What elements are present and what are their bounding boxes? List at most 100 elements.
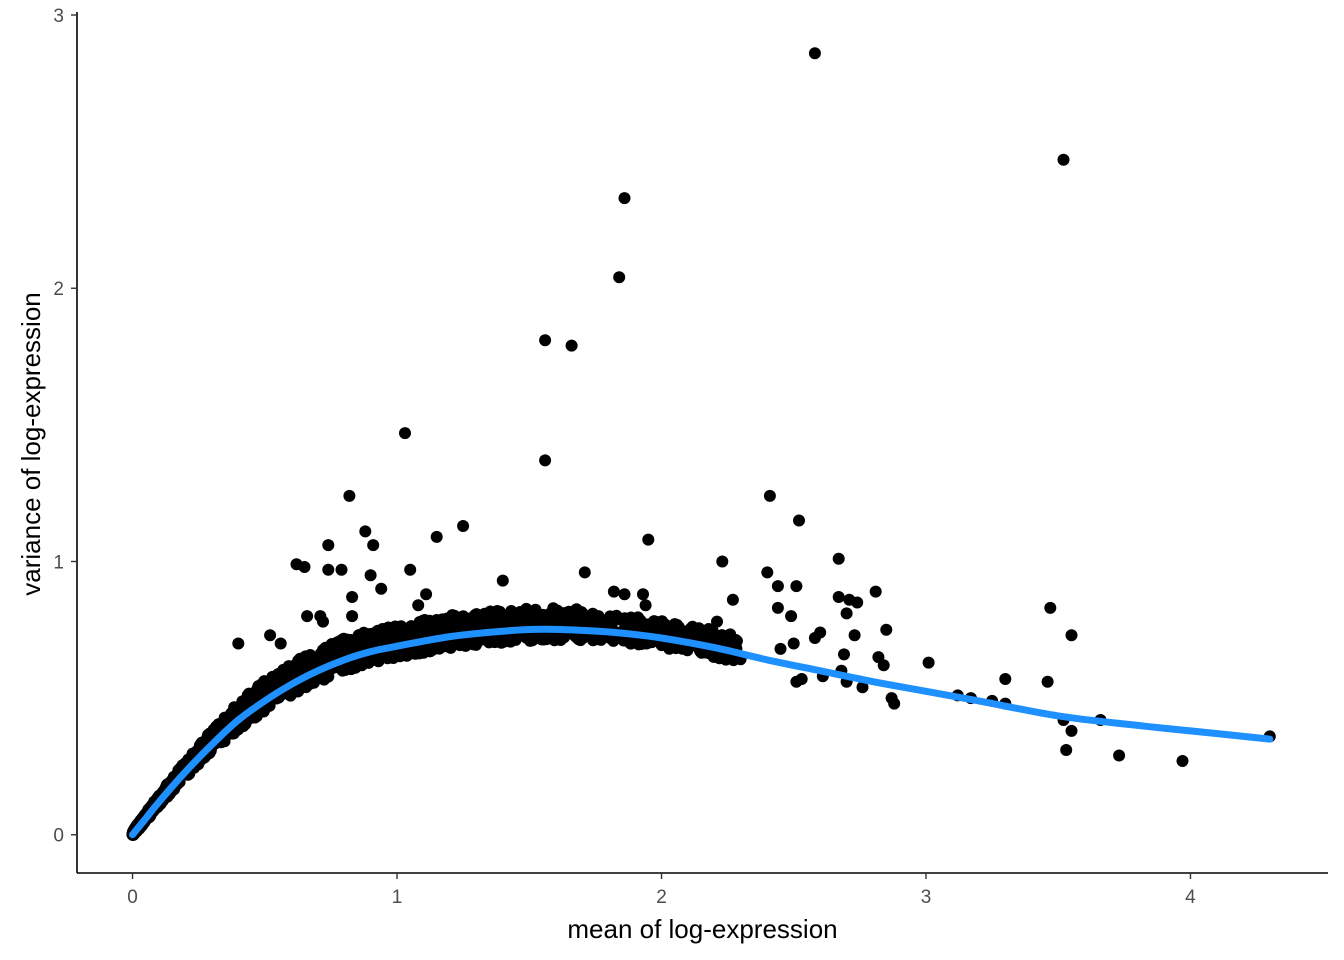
data-point bbox=[787, 637, 800, 650]
data-point bbox=[607, 613, 620, 626]
data-point bbox=[808, 632, 821, 644]
data-point bbox=[711, 615, 723, 628]
data-point bbox=[851, 596, 864, 609]
data-point bbox=[1065, 724, 1078, 737]
data-point bbox=[1060, 744, 1073, 756]
data-point bbox=[399, 427, 411, 440]
data-point bbox=[536, 630, 549, 643]
x-axis-title: mean of log-expression bbox=[567, 914, 837, 944]
data-point bbox=[341, 642, 354, 655]
data-point bbox=[420, 588, 433, 601]
data-point bbox=[573, 610, 586, 623]
data-point bbox=[404, 563, 417, 576]
trend-line bbox=[129, 625, 1274, 839]
data-point bbox=[840, 607, 853, 620]
data-point bbox=[684, 623, 697, 636]
data-point bbox=[491, 605, 504, 617]
x-axis-ticks: 0 1 2 3 4 bbox=[127, 873, 1196, 908]
data-point bbox=[613, 271, 626, 284]
data-point bbox=[364, 569, 377, 582]
data-point bbox=[832, 591, 845, 603]
data-point bbox=[500, 611, 513, 624]
data-point bbox=[394, 622, 407, 635]
data-point bbox=[376, 623, 389, 635]
data-point bbox=[670, 642, 682, 655]
data-point bbox=[327, 640, 340, 653]
x-tick-label: 3 bbox=[921, 887, 932, 908]
data-point bbox=[282, 660, 295, 673]
data-point bbox=[301, 610, 314, 623]
data-point bbox=[539, 334, 552, 347]
data-point bbox=[457, 520, 470, 532]
data-point bbox=[322, 539, 335, 552]
data-point bbox=[785, 610, 798, 623]
data-point bbox=[869, 585, 882, 598]
data-point bbox=[880, 623, 893, 636]
data-point bbox=[596, 617, 609, 630]
data-point bbox=[457, 610, 470, 623]
data-point bbox=[322, 563, 335, 576]
data-point bbox=[299, 650, 312, 663]
data-point bbox=[210, 720, 223, 733]
data-point bbox=[335, 563, 348, 576]
data-point bbox=[496, 574, 509, 587]
data-point bbox=[634, 614, 647, 627]
data-point bbox=[565, 339, 578, 352]
data-point bbox=[714, 631, 727, 644]
data-point bbox=[317, 615, 329, 628]
data-point bbox=[488, 616, 501, 629]
data-point bbox=[514, 606, 527, 618]
data-point bbox=[578, 566, 591, 579]
y-tick-label: 1 bbox=[53, 552, 64, 573]
data-point bbox=[774, 642, 787, 655]
data-point bbox=[848, 629, 861, 642]
data-point bbox=[1113, 749, 1126, 762]
data-point bbox=[726, 593, 739, 606]
data-point bbox=[343, 489, 356, 502]
data-point bbox=[448, 609, 461, 622]
data-point bbox=[999, 673, 1012, 685]
data-point bbox=[539, 454, 552, 467]
data-point bbox=[832, 552, 845, 565]
data-point bbox=[761, 566, 774, 579]
data-point bbox=[771, 580, 784, 593]
data-point bbox=[795, 673, 808, 685]
data-point bbox=[607, 585, 620, 598]
data-point bbox=[1044, 601, 1057, 614]
data-point bbox=[1065, 629, 1078, 642]
data-point bbox=[274, 637, 287, 650]
data-point bbox=[247, 690, 260, 703]
x-tick-label: 0 bbox=[127, 887, 138, 908]
data-point bbox=[558, 631, 571, 644]
data-point bbox=[648, 615, 661, 628]
y-tick-label: 3 bbox=[53, 6, 64, 27]
y-tick-label: 0 bbox=[53, 826, 64, 847]
data-point bbox=[877, 659, 890, 672]
data-point bbox=[693, 622, 706, 635]
data-point bbox=[642, 533, 655, 546]
data-point bbox=[763, 489, 776, 502]
data-point bbox=[771, 601, 784, 614]
y-axis-title: variance of log-expression bbox=[16, 292, 46, 596]
data-point bbox=[365, 636, 377, 648]
data-point bbox=[618, 192, 631, 205]
data-point bbox=[1176, 755, 1189, 767]
data-point bbox=[838, 648, 850, 661]
data-point bbox=[618, 612, 631, 625]
data-point bbox=[808, 47, 821, 60]
data-point bbox=[483, 636, 496, 649]
data-point bbox=[264, 629, 277, 642]
data-point bbox=[367, 539, 380, 552]
data-point bbox=[450, 637, 463, 649]
data-point bbox=[439, 617, 451, 629]
y-tick-label: 2 bbox=[53, 279, 64, 300]
data-point bbox=[888, 697, 901, 710]
data-point bbox=[232, 637, 245, 650]
data-point bbox=[475, 612, 488, 625]
data-point bbox=[639, 599, 652, 612]
data-point bbox=[790, 580, 803, 593]
data-point bbox=[298, 561, 311, 573]
data-point bbox=[346, 591, 359, 603]
data-point bbox=[400, 649, 413, 662]
